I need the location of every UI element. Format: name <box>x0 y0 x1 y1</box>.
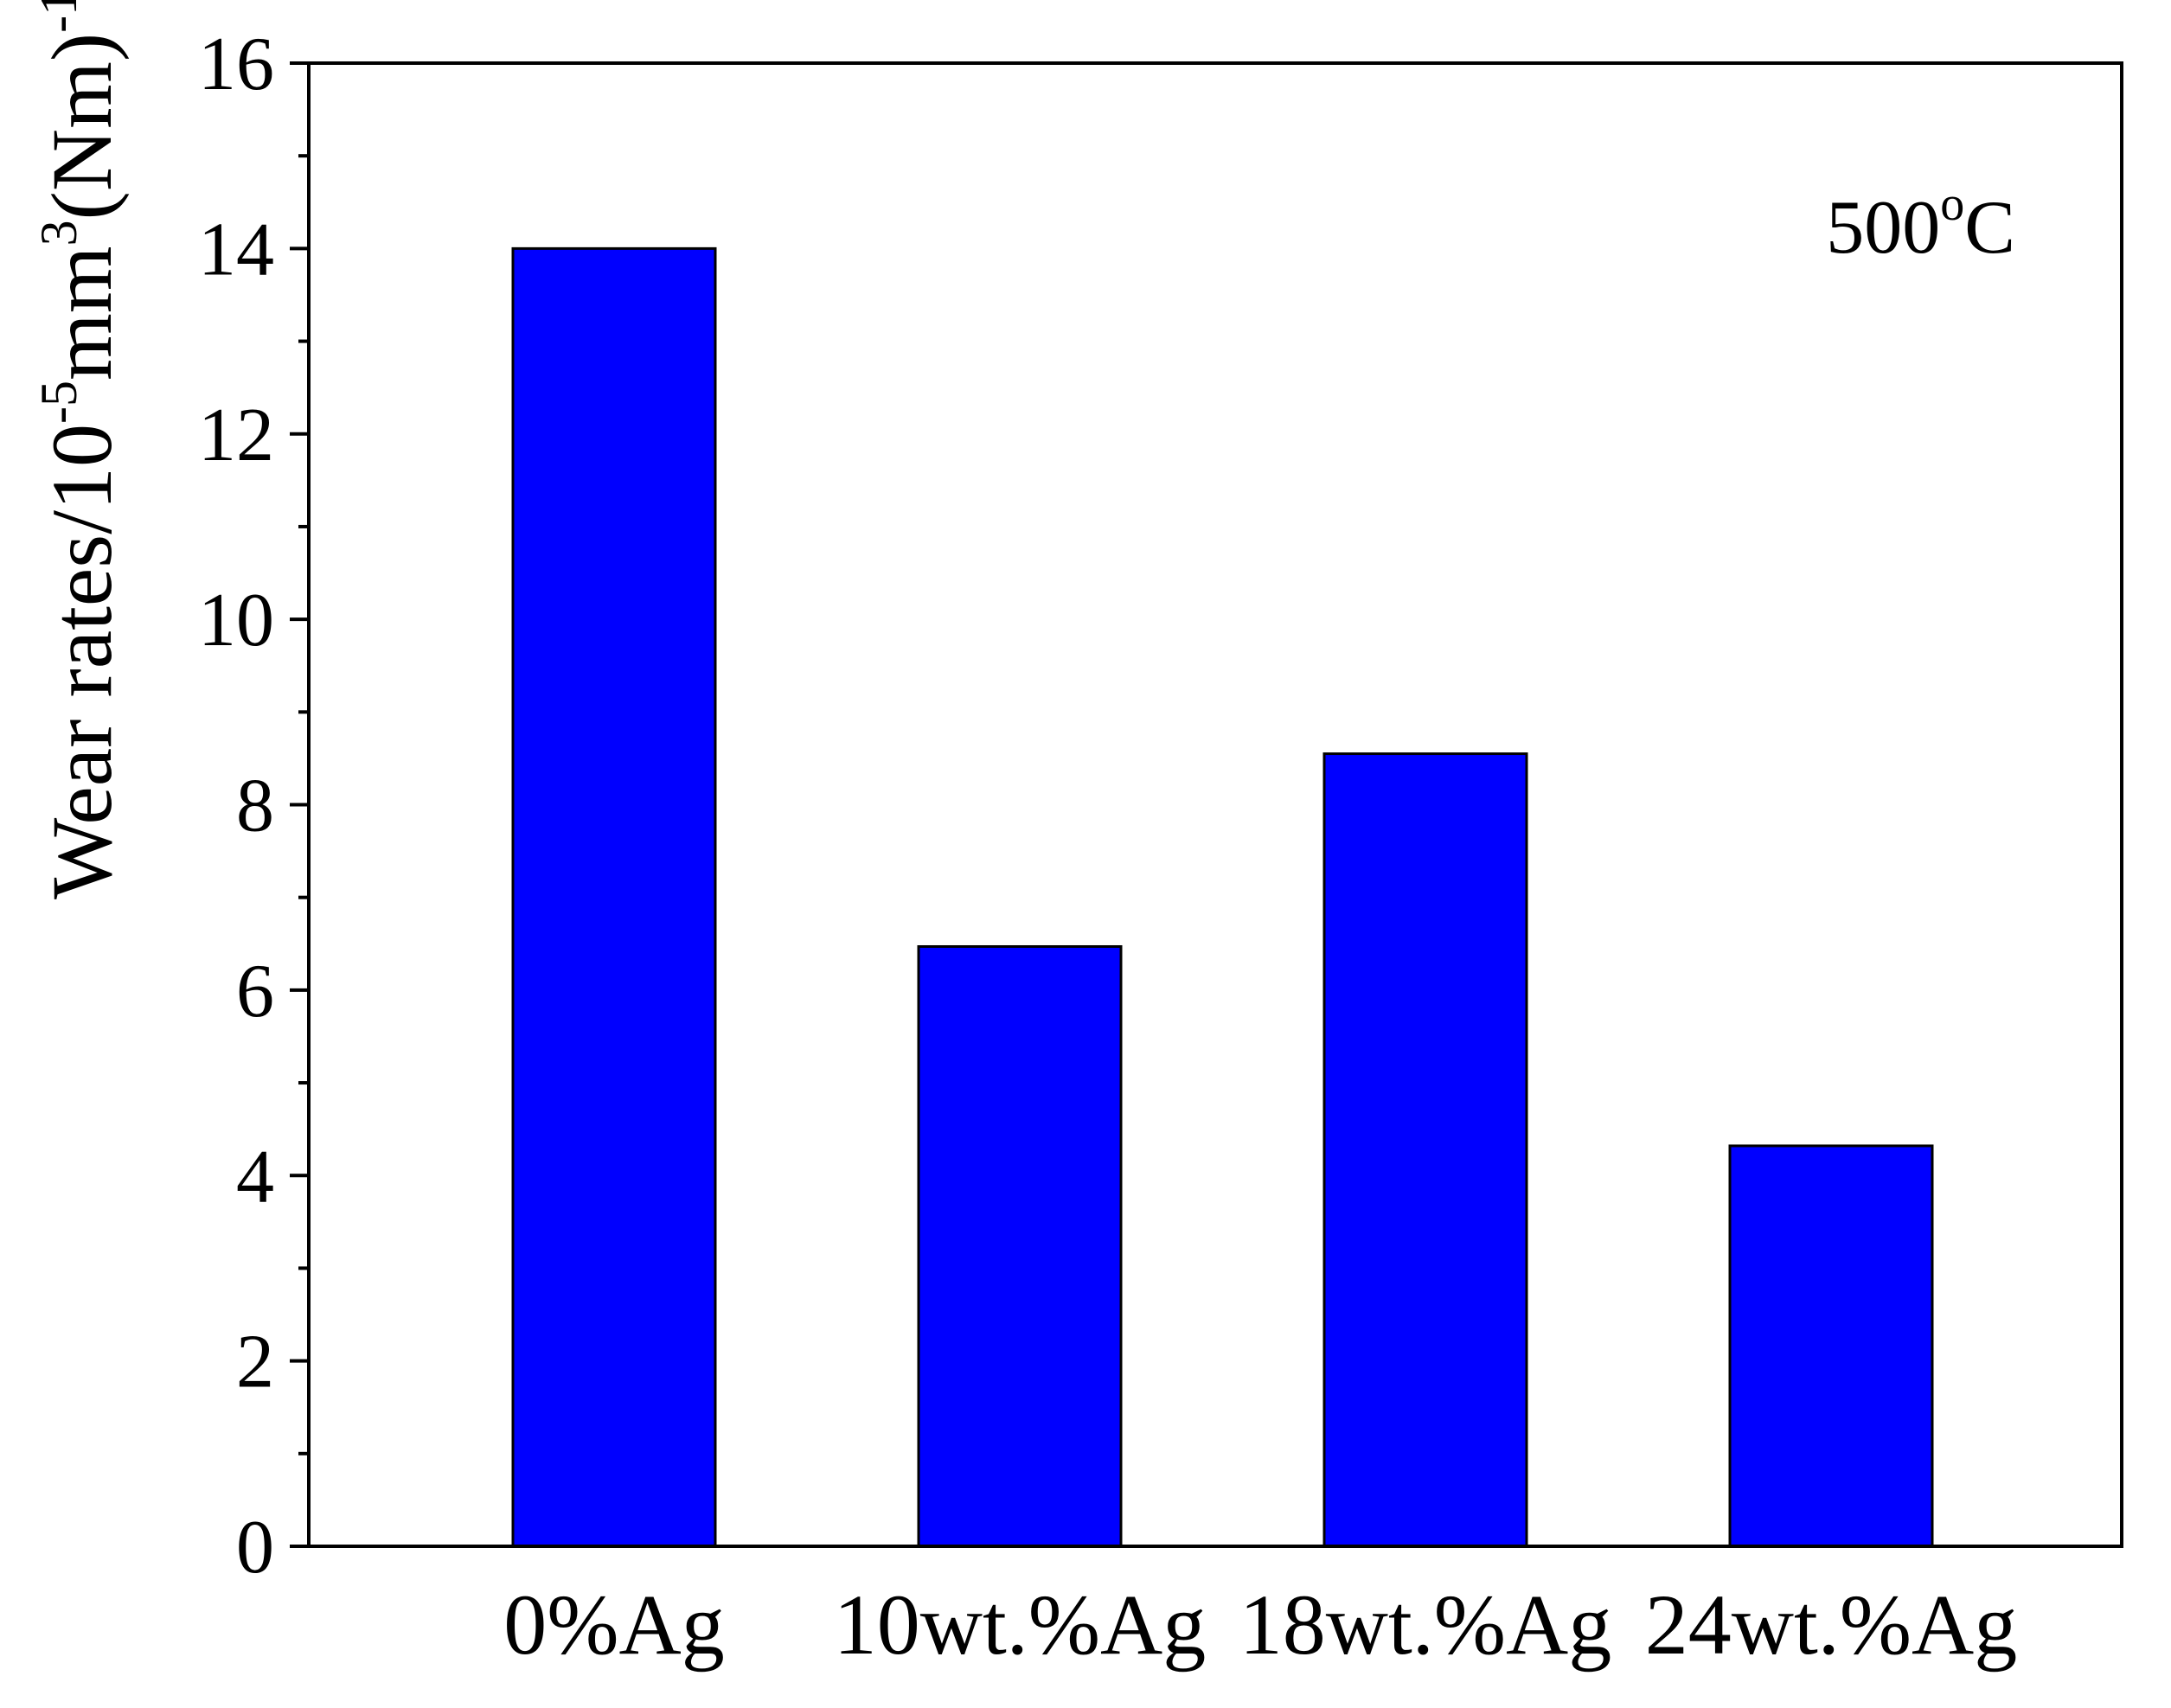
y-axis-title-mid2: (Nm) <box>34 33 130 221</box>
y-tick-label-7: 14 <box>198 208 274 291</box>
y-tick-label-4: 8 <box>236 764 274 848</box>
y-tick-label-8: 16 <box>198 22 274 106</box>
y-tick-label-1: 2 <box>236 1321 274 1404</box>
y-axis-title: Wear rates/10-5mm3(Nm)-1 <box>30 0 130 899</box>
temperature-degree: o <box>1940 177 1964 231</box>
bar-1 <box>917 944 1123 1548</box>
y-axis-title-mid: mm <box>34 246 130 381</box>
category-label-1: 10wt.%Ag <box>834 1577 1207 1673</box>
y-tick-label-6: 12 <box>198 393 274 477</box>
y-axis-title-sup2: 3 <box>30 220 87 246</box>
y-tick-label-0: 0 <box>236 1506 274 1590</box>
ticks-group <box>290 61 309 1548</box>
y-tick-label-2: 4 <box>236 1135 274 1219</box>
bar-3 <box>1728 1144 1934 1548</box>
temperature-annotation: 500oC <box>1826 177 2015 270</box>
bar-0 <box>511 246 717 1548</box>
plot-frame <box>307 61 2123 1548</box>
bars-group <box>511 246 1934 1548</box>
y-axis-title-base: Wear rates/10 <box>34 424 130 899</box>
category-labels: 0%Ag 10wt.%Ag 18wt.%Ag 24wt.%Ag <box>503 1577 2017 1673</box>
y-axis-title-sup3: -1 <box>30 0 87 33</box>
y-tick-label-3: 6 <box>236 950 274 1033</box>
category-label-2: 18wt.%Ag <box>1239 1577 1612 1673</box>
category-label-3: 24wt.%Ag <box>1645 1577 2018 1673</box>
y-axis-title-sup1: -5 <box>30 381 87 424</box>
temperature-value: 500 <box>1826 186 1940 270</box>
temperature-unit: C <box>1964 186 2015 270</box>
y-tick-labels: 0 2 4 6 8 10 12 14 16 <box>198 22 274 1590</box>
bar-2 <box>1322 752 1528 1548</box>
category-label-0: 0%Ag <box>503 1577 725 1673</box>
y-tick-label-5: 10 <box>198 579 274 662</box>
